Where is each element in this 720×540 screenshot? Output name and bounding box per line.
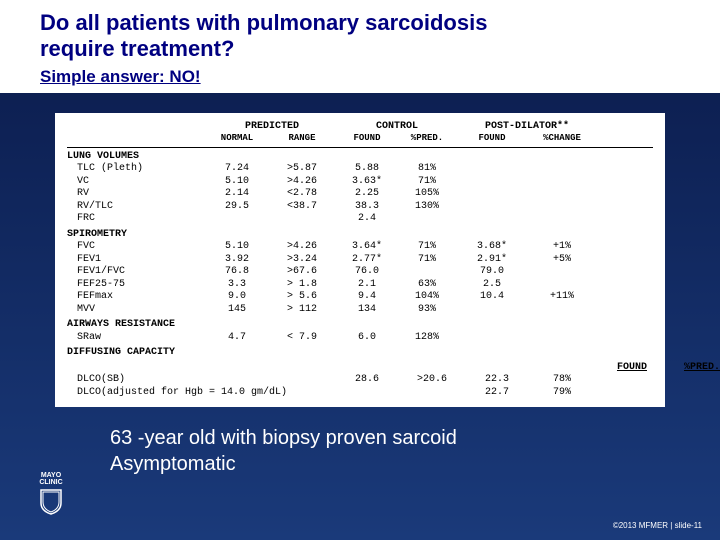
table-row: MVV145> 11213493% <box>67 304 653 317</box>
table-row: DLCO(SB)28.6>20.622.378% <box>67 374 653 387</box>
slide-footer: ©2013 MFMER | slide-11 <box>613 521 702 530</box>
caption-line-2: Asymptomatic <box>110 451 720 477</box>
sub-header-row: NORMAL RANGE FOUND %PRED. FOUND %CHANGE <box>67 133 653 144</box>
group-header-row: PREDICTED CONTROL POST-DILATOR** <box>67 121 653 134</box>
group-header-cell: POST-DILATOR** <box>457 121 597 134</box>
logo-text-2: CLINIC <box>30 479 72 486</box>
table-row: FVC5.10>4.263.64*71%3.68*+1% <box>67 241 653 254</box>
table-row: DLCO(adjusted for Hgb = 14.0 gm/dL)22.77… <box>67 387 653 400</box>
table-row: FRC2.4 <box>67 213 653 226</box>
caption-line-1: 63 -year old with biopsy proven sarcoid <box>110 425 720 451</box>
table-row: FEFmax9.0> 5.69.4104%10.4+11% <box>67 291 653 304</box>
diffusing-sub-header: FOUND %PRED. <box>267 362 653 375</box>
table-row: FEF25-753.3> 1.82.163%2.5 <box>67 279 653 292</box>
section-lung-volumes: LUNG VOLUMES <box>67 151 653 164</box>
table-row: TLC (Pleth)7.24>5.875.8881% <box>67 163 653 176</box>
group-header-cell <box>67 121 207 134</box>
section-spirometry: SPIROMETRY <box>67 229 653 242</box>
shield-icon <box>40 489 62 515</box>
table-row: SRaw4.7< 7.96.0128% <box>67 332 653 345</box>
table-row: FEV13.92>3.242.77*71%2.91*+5% <box>67 254 653 267</box>
section-diffusing: DIFFUSING CAPACITY <box>67 347 653 360</box>
title-line-1: Do all patients with pulmonary sarcoidos… <box>40 10 487 35</box>
table-row: RV/TLC29.5<38.738.3130% <box>67 201 653 214</box>
title-line-2: require treatment? <box>40 36 234 61</box>
pft-report-panel: PREDICTED CONTROL POST-DILATOR** NORMAL … <box>55 113 665 407</box>
slide-subtitle: Simple answer: NO! <box>0 65 720 93</box>
group-header-cell: CONTROL <box>337 121 457 134</box>
section-airways: AIRWAYS RESISTANCE <box>67 319 653 332</box>
slide-title: Do all patients with pulmonary sarcoidos… <box>0 0 720 65</box>
mayo-logo: MAYO CLINIC <box>30 472 72 520</box>
case-caption: 63 -year old with biopsy proven sarcoid … <box>0 417 720 477</box>
table-row: RV2.14<2.782.25105% <box>67 188 653 201</box>
table-row: FEV1/FVC76.8>67.676.079.0 <box>67 266 653 279</box>
logo-text-1: MAYO <box>30 472 72 479</box>
group-header-cell: PREDICTED <box>207 121 337 134</box>
table-row: VC5.10>4.263.63*71% <box>67 176 653 189</box>
